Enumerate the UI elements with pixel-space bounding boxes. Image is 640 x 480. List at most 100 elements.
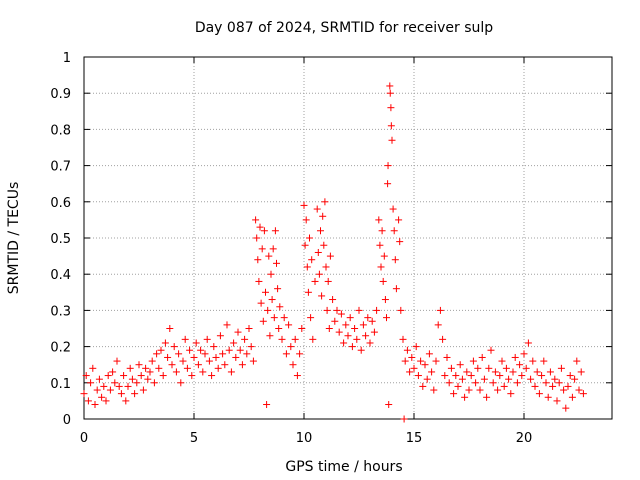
data-point xyxy=(230,339,238,347)
data-point xyxy=(258,245,266,253)
data-point xyxy=(454,382,462,390)
data-point xyxy=(379,277,387,285)
data-point xyxy=(555,379,563,387)
data-point xyxy=(308,256,316,264)
data-point xyxy=(262,288,269,296)
data-point xyxy=(546,368,554,376)
data-point xyxy=(274,285,282,293)
data-points xyxy=(80,82,587,423)
data-point xyxy=(321,198,329,206)
data-point xyxy=(463,368,471,376)
data-point xyxy=(359,321,367,329)
data-point xyxy=(384,162,392,170)
data-point xyxy=(203,335,211,343)
data-point xyxy=(317,227,324,235)
axis-ticks: 00.10.20.30.40.50.60.70.80.910 5 10 15 20 xyxy=(50,51,612,446)
data-point xyxy=(505,375,513,383)
data-point xyxy=(315,270,323,278)
data-point xyxy=(252,216,260,224)
data-point xyxy=(377,263,385,271)
data-point xyxy=(355,306,363,314)
data-point xyxy=(375,216,383,224)
data-point xyxy=(148,357,156,365)
data-point xyxy=(389,205,397,213)
data-point xyxy=(337,310,345,318)
data-point xyxy=(139,386,147,394)
data-point xyxy=(314,248,322,256)
data-point xyxy=(216,332,224,340)
data-point xyxy=(538,372,546,380)
data-point xyxy=(487,346,495,354)
data-point xyxy=(566,372,574,380)
data-point xyxy=(238,361,246,369)
data-point xyxy=(91,401,99,409)
data-point xyxy=(529,357,537,365)
data-point xyxy=(557,364,565,372)
data-point xyxy=(364,314,372,322)
data-point xyxy=(205,357,213,365)
data-point xyxy=(478,353,486,361)
plot-frame xyxy=(83,56,613,420)
data-point xyxy=(414,372,422,380)
data-point xyxy=(219,350,227,358)
x-tick-label: 20 xyxy=(516,431,533,446)
data-point xyxy=(320,241,328,249)
data-point xyxy=(285,321,293,329)
data-point xyxy=(410,364,418,372)
data-point xyxy=(190,353,198,361)
data-point xyxy=(172,368,180,376)
data-point xyxy=(509,368,517,376)
data-point xyxy=(560,386,568,394)
data-point xyxy=(100,382,108,390)
data-point xyxy=(373,306,381,314)
data-point xyxy=(531,382,539,390)
data-point xyxy=(236,346,244,354)
data-point xyxy=(201,350,209,358)
data-point xyxy=(253,234,261,242)
data-point xyxy=(227,368,235,376)
data-point xyxy=(480,375,488,383)
data-point xyxy=(549,382,557,390)
data-point xyxy=(412,343,420,351)
data-point xyxy=(430,386,438,394)
data-point xyxy=(353,335,361,343)
data-point xyxy=(447,364,455,372)
data-point xyxy=(527,375,535,383)
data-point xyxy=(425,350,433,358)
data-point xyxy=(194,361,202,369)
data-point xyxy=(164,353,172,361)
data-point xyxy=(571,375,579,383)
data-point xyxy=(153,350,161,358)
data-point xyxy=(296,350,304,358)
data-point xyxy=(104,372,112,380)
data-point xyxy=(124,382,132,390)
data-point xyxy=(126,364,134,372)
data-point xyxy=(291,335,299,343)
data-point xyxy=(197,346,205,354)
data-point xyxy=(159,372,167,380)
data-point xyxy=(520,350,528,358)
data-point xyxy=(122,397,130,405)
chart-title: Day 087 of 2024, SRMTID for receiver sul… xyxy=(195,20,493,36)
data-point xyxy=(260,227,268,235)
data-point xyxy=(133,379,141,387)
data-point xyxy=(175,350,183,358)
x-axis-label: GPS time / hours xyxy=(285,459,402,475)
data-point xyxy=(370,328,378,336)
data-point xyxy=(513,379,521,387)
data-point xyxy=(458,375,466,383)
data-point xyxy=(551,375,559,383)
data-point xyxy=(500,382,508,390)
y-tick-label: 0.9 xyxy=(50,87,71,102)
x-tick-label: 5 xyxy=(190,431,198,446)
data-point xyxy=(278,335,286,343)
data-point xyxy=(516,361,524,369)
data-point xyxy=(436,306,444,314)
data-point xyxy=(323,306,331,314)
y-axis-label: SRMTID / TECUs xyxy=(6,182,22,295)
data-point xyxy=(335,328,343,336)
data-point xyxy=(387,104,395,112)
data-point xyxy=(109,368,117,376)
data-point xyxy=(275,325,283,332)
data-point xyxy=(326,252,334,260)
